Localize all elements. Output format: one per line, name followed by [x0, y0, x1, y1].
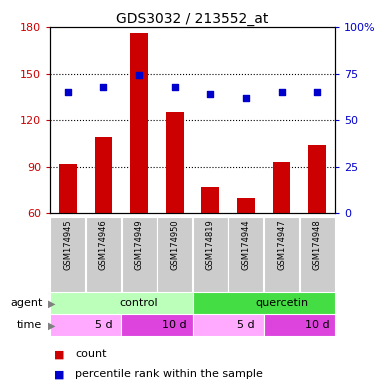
Bar: [50, 292, 192, 314]
Point: [314, 89, 320, 95]
Point: [65, 89, 71, 95]
Text: count: count: [75, 349, 107, 359]
Point: [100, 84, 107, 90]
Bar: [121, 314, 192, 336]
Point: [207, 91, 213, 97]
Text: percentile rank within the sample: percentile rank within the sample: [75, 369, 263, 379]
Bar: [157, 217, 192, 292]
Bar: [86, 217, 121, 292]
Bar: [264, 217, 299, 292]
Bar: [130, 33, 148, 307]
Text: 10 d: 10 d: [162, 320, 187, 330]
Bar: [300, 217, 335, 292]
Bar: [95, 137, 112, 307]
Bar: [50, 217, 85, 292]
Text: ▶: ▶: [48, 320, 55, 330]
Bar: [192, 314, 264, 336]
Bar: [237, 198, 255, 307]
Point: [136, 72, 142, 78]
Text: time: time: [17, 320, 42, 330]
Text: 10 d: 10 d: [305, 320, 330, 330]
Bar: [50, 314, 121, 336]
Point: [172, 84, 178, 90]
Bar: [193, 217, 228, 292]
Point: [278, 89, 285, 95]
Bar: [308, 145, 326, 307]
Bar: [264, 314, 335, 336]
Bar: [192, 292, 335, 314]
Text: GSM174946: GSM174946: [99, 220, 108, 270]
Bar: [273, 162, 290, 307]
Text: control: control: [120, 298, 158, 308]
Text: GSM174948: GSM174948: [313, 220, 321, 270]
Text: GSM174949: GSM174949: [135, 220, 144, 270]
Text: ■: ■: [54, 349, 64, 359]
Text: GSM174950: GSM174950: [170, 220, 179, 270]
Text: GSM174944: GSM174944: [241, 220, 250, 270]
Point: [243, 95, 249, 101]
Text: agent: agent: [10, 298, 42, 308]
Bar: [122, 217, 157, 292]
Text: 5 d: 5 d: [237, 320, 255, 330]
Text: 5 d: 5 d: [95, 320, 112, 330]
Title: GDS3032 / 213552_at: GDS3032 / 213552_at: [116, 12, 269, 26]
Text: GSM174819: GSM174819: [206, 220, 215, 270]
Bar: [166, 113, 184, 307]
Bar: [201, 187, 219, 307]
Text: ■: ■: [54, 369, 64, 379]
Bar: [228, 217, 263, 292]
Text: ▶: ▶: [48, 298, 55, 308]
Text: GSM174947: GSM174947: [277, 220, 286, 270]
Text: quercetin: quercetin: [255, 298, 308, 308]
Bar: [59, 164, 77, 307]
Text: GSM174945: GSM174945: [64, 220, 72, 270]
